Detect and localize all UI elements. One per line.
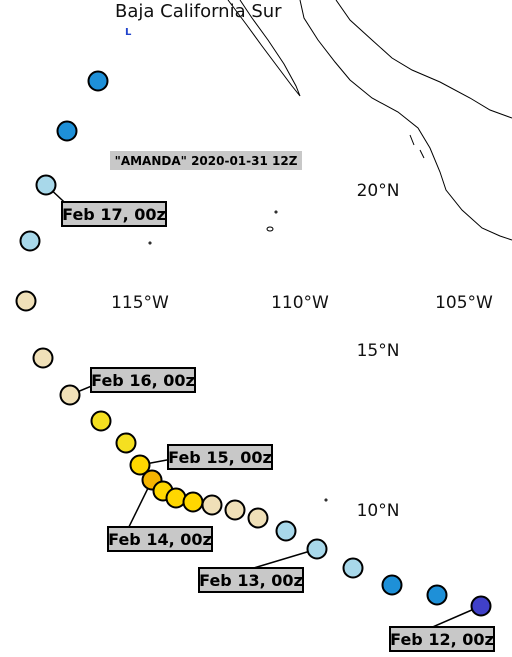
label-bg <box>352 179 402 201</box>
date-label-box <box>107 526 213 552</box>
label-bg <box>352 339 402 361</box>
track-point <box>201 494 223 516</box>
date-label: Feb 14, 00z <box>108 530 212 549</box>
date-label-box <box>61 201 167 227</box>
lat-label: 20°N <box>357 181 400 201</box>
track-point <box>275 520 297 542</box>
date-label: Feb 13, 00z <box>199 571 303 590</box>
label-bg <box>434 290 494 312</box>
storm-label: "AMANDA" 2020-01-31 12Z <box>115 154 298 168</box>
label-bg <box>352 499 402 521</box>
track-point <box>165 487 187 509</box>
lon-label: 105°W <box>435 293 493 313</box>
track-point <box>182 491 204 513</box>
date-label: Feb 12, 00z <box>390 630 494 649</box>
date-label: Feb 16, 00z <box>91 371 195 390</box>
track-point <box>15 290 37 312</box>
date-labels: Feb 17, 00z Feb 16, 00z Feb 15, 00z Feb 14,… <box>61 201 495 652</box>
track-point <box>426 584 448 606</box>
lon-label: 115°W <box>111 293 169 313</box>
track-point <box>35 174 57 196</box>
track-point <box>247 507 269 529</box>
region-label: Baja California Sur <box>115 1 282 22</box>
date-label: Feb 17, 00z <box>62 205 166 224</box>
track-point <box>381 574 403 596</box>
date-label: Feb 15, 00z <box>168 448 272 467</box>
date-label-box <box>90 367 196 393</box>
label-bg <box>110 290 170 312</box>
lat-label: 10°N <box>357 501 400 521</box>
date-label-box <box>167 444 273 470</box>
track-point <box>342 557 364 579</box>
label-bg <box>270 290 330 312</box>
track-point <box>56 120 78 142</box>
date-label-box <box>198 567 304 593</box>
marker-label: L <box>125 27 132 38</box>
track-point <box>90 410 112 432</box>
date-label-box <box>389 626 495 652</box>
track-point <box>129 454 151 476</box>
track-point <box>470 595 492 617</box>
track-point <box>115 432 137 454</box>
track-point <box>87 70 109 92</box>
lon-label: 110°W <box>271 293 329 313</box>
track-point <box>32 347 54 369</box>
coordinate-labels: 115°W 110°W 105°W 20°N 15°N 10°N <box>110 179 494 521</box>
track-point <box>224 499 246 521</box>
lat-label: 15°N <box>357 341 400 361</box>
track-point <box>306 538 328 560</box>
track-point <box>59 384 81 406</box>
coastline <box>148 0 512 502</box>
track-point <box>19 230 41 252</box>
storm-track <box>15 70 492 640</box>
storm-label-box <box>110 151 302 170</box>
